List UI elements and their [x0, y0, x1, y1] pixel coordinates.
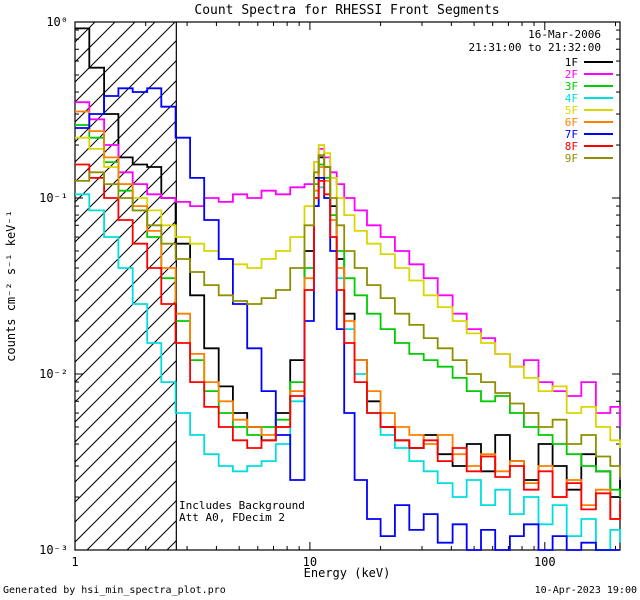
- legend-label-8F: 8F: [565, 140, 578, 153]
- legend-label-4F: 4F: [565, 92, 578, 105]
- y-tick-label: 10⁻²: [39, 367, 68, 381]
- footer-generator-label: Generated by hsi_min_spectra_plot.pro: [3, 585, 226, 596]
- plot-title: Count Spectra for RHESSI Front Segments: [194, 3, 499, 18]
- x-tick-label: 1: [71, 555, 78, 569]
- hatch-line: [75, 159, 177, 263]
- x-tick-label: 100: [534, 555, 556, 569]
- footer-timestamp-label: 10-Apr-2023 19:00: [535, 585, 637, 596]
- annotation-includes-background: Includes Background: [179, 499, 305, 512]
- hatch-line: [75, 399, 177, 503]
- y-tick-label: 10⁻¹: [39, 191, 68, 205]
- annotation-attenuator-state: Att A0, FDecim 2: [179, 511, 285, 524]
- hatch-line: [75, 22, 156, 103]
- hatch-line: [75, 219, 177, 323]
- hatch-line: [75, 59, 177, 163]
- hatch-region: [75, 22, 177, 550]
- series-path-8F: [75, 163, 621, 520]
- hatch-line: [75, 99, 177, 203]
- hatch-line: [75, 39, 177, 143]
- legend-label-6F: 6F: [565, 116, 578, 129]
- hatch-line: [75, 22, 176, 123]
- legend-label-2F: 2F: [565, 68, 578, 81]
- x-axis-label: Energy (keV): [304, 566, 391, 580]
- hatch-line: [75, 22, 136, 83]
- hatch-line: [86, 459, 177, 550]
- hatch-line: [75, 439, 177, 543]
- hatch-line: [75, 239, 177, 343]
- hatch-line: [75, 179, 177, 283]
- x-tick-label: 10: [303, 555, 317, 569]
- hatch-line: [75, 279, 177, 383]
- legend-label-1F: 1F: [565, 56, 578, 69]
- plot-frame: [74, 21, 621, 551]
- series-path-5F: [75, 136, 621, 448]
- legend-label-5F: 5F: [565, 104, 578, 117]
- legend-label-3F: 3F: [565, 80, 578, 93]
- hatch-line: [75, 199, 177, 303]
- hatch-line: [75, 79, 177, 183]
- observation-time-range-label: 21:31:00 to 21:32:00: [469, 41, 601, 54]
- hatch-line: [75, 419, 177, 523]
- observation-date-label: 16-Mar-2006: [528, 28, 601, 41]
- y-axis-label: counts cm⁻² s⁻¹ keV⁻¹: [4, 210, 18, 362]
- y-tick-label: 10⁻³: [39, 543, 68, 557]
- legend-label-7F: 7F: [565, 128, 578, 141]
- hatch-line: [75, 139, 177, 243]
- y-tick-label: 10⁰: [46, 15, 68, 29]
- series-path-9F: [75, 154, 621, 477]
- hatch-line: [75, 259, 177, 363]
- legend-label-9F: 9F: [565, 152, 578, 165]
- hatch-line: [75, 299, 177, 403]
- hatch-line: [75, 379, 177, 483]
